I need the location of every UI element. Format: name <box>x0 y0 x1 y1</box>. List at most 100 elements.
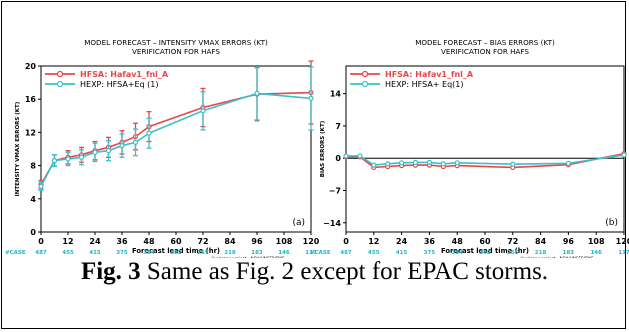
data-point <box>343 153 349 159</box>
case-count: 334 <box>143 250 155 256</box>
x-tick-label: 24 <box>89 237 101 246</box>
data-point <box>38 183 44 189</box>
data-point <box>146 130 152 136</box>
case-count: 487 <box>35 250 47 256</box>
case-count: 455 <box>62 250 74 256</box>
x-tick-label: 36 <box>116 237 128 246</box>
case-label: #CASE <box>310 250 331 256</box>
x-tick-label: 120 <box>303 237 320 246</box>
data-point <box>119 143 125 149</box>
data-point <box>132 139 139 145</box>
y-tick-label: 12 <box>25 128 36 137</box>
data-point <box>105 148 112 154</box>
x-tick-label: 24 <box>396 237 408 246</box>
y-tick-label: 0 <box>30 228 36 237</box>
data-point <box>440 161 446 167</box>
caption-text: Same as Fig. 2 except for EPAC storms. <box>140 258 549 285</box>
case-count: 218 <box>535 250 547 256</box>
plot-frame <box>345 65 625 233</box>
data-point <box>412 159 419 165</box>
case-count: 117 <box>618 250 629 256</box>
x-tick-label: 12 <box>368 237 379 246</box>
x-tick-label: 108 <box>588 237 605 246</box>
series-line <box>40 92 312 187</box>
x-tick-label: 60 <box>170 237 182 246</box>
y-tick-label: −14 <box>323 219 341 228</box>
y-tick-label: 8 <box>30 162 36 171</box>
x-tick-label: 96 <box>251 237 263 246</box>
legend-entry: HFSA: Hafav1_fnl_A <box>385 70 474 79</box>
legend-swatch-marker <box>361 80 369 88</box>
x-tick-label: 84 <box>224 237 236 246</box>
y-tick-label: 7 <box>335 122 341 131</box>
data-point <box>371 162 377 168</box>
x-tick-label: 48 <box>143 237 155 246</box>
panel-b: MODEL FORECAST – BIAS ERRORS (KT)VERIFIC… <box>310 38 629 258</box>
case-count: 415 <box>89 250 101 256</box>
y-tick-label: −7 <box>329 187 341 196</box>
case-count: 455 <box>368 250 380 256</box>
data-point <box>621 152 627 158</box>
data-point <box>399 160 405 166</box>
data-point <box>308 95 314 101</box>
data-point <box>200 108 206 114</box>
case-count: 117 <box>305 250 317 256</box>
case-count: 292 <box>170 250 182 256</box>
panel-a: MODEL FORECAST – INTENSITY VMAX ERRORS (… <box>5 38 320 258</box>
x-tick-label: 72 <box>197 237 208 246</box>
case-count: 415 <box>396 250 408 256</box>
x-axis-label: Forecast lead time (hr) <box>132 247 220 255</box>
data-point <box>78 154 85 160</box>
x-tick-label: 0 <box>38 237 44 246</box>
case-count: 375 <box>424 250 436 256</box>
x-tick-label: 0 <box>343 237 349 246</box>
y-tick-label: 16 <box>25 95 37 104</box>
case-count: 375 <box>116 250 128 256</box>
case-count: 334 <box>451 250 463 256</box>
x-tick-label: 72 <box>507 237 518 246</box>
x-tick-label: 120 <box>616 237 629 246</box>
case-count: 218 <box>224 250 236 256</box>
data-point <box>51 158 58 164</box>
chart-title: MODEL FORECAST – BIAS ERRORS (KT) <box>415 38 555 47</box>
legend-swatch-marker <box>56 80 64 88</box>
series-line <box>346 154 625 166</box>
legend-swatch-marker <box>56 70 64 78</box>
y-axis-label: INTENSITY VMAX ERRORS (KT) <box>15 101 21 196</box>
data-point <box>254 90 260 96</box>
y-tick-label: 20 <box>25 62 37 71</box>
case-label: #CASE <box>5 250 26 256</box>
data-point <box>92 149 98 155</box>
case-count: 146 <box>278 250 290 256</box>
x-tick-label: 60 <box>479 237 491 246</box>
legend-entry: HFSA: Hafav1_fnl_A <box>80 70 169 79</box>
data-point <box>65 156 71 162</box>
figure-caption: Fig. 3 Same as Fig. 2 except for EPAC st… <box>0 258 629 286</box>
series-line <box>40 91 312 186</box>
y-axis-label: BIAS ERRORS (KT) <box>320 120 326 177</box>
x-tick-label: 96 <box>563 237 575 246</box>
x-axis-label: Forecast lead time (hr) <box>441 247 529 255</box>
figure-canvas: MODEL FORECAST – INTENSITY VMAX ERRORS (… <box>5 38 629 258</box>
chart-title: MODEL FORECAST – INTENSITY VMAX ERRORS (… <box>84 38 268 47</box>
case-count: 183 <box>251 250 263 256</box>
x-tick-label: 108 <box>276 237 293 246</box>
data-point <box>357 153 363 159</box>
x-tick-label: 12 <box>62 237 73 246</box>
data-point <box>426 159 432 165</box>
case-count: 183 <box>563 250 575 256</box>
x-tick-label: 36 <box>424 237 436 246</box>
y-tick-label: 0 <box>335 154 341 163</box>
case-count: 255 <box>197 250 209 256</box>
panel-label: (b) <box>605 218 618 228</box>
chart-subtitle: VERIFICATION FOR HAFS <box>441 47 529 56</box>
case-count: 255 <box>507 250 519 256</box>
x-tick-label: 84 <box>535 237 547 246</box>
case-count: 146 <box>590 250 602 256</box>
footer-note: Hurricane project – NOAA/NCEP/EMC <box>520 256 593 258</box>
case-count: 292 <box>479 250 491 256</box>
legend-entry: HEXP: HFSA+Eq (1) <box>80 80 159 89</box>
chart-subtitle: VERIFICATION FOR HAFS <box>132 47 220 56</box>
panel-label: (a) <box>292 218 305 228</box>
